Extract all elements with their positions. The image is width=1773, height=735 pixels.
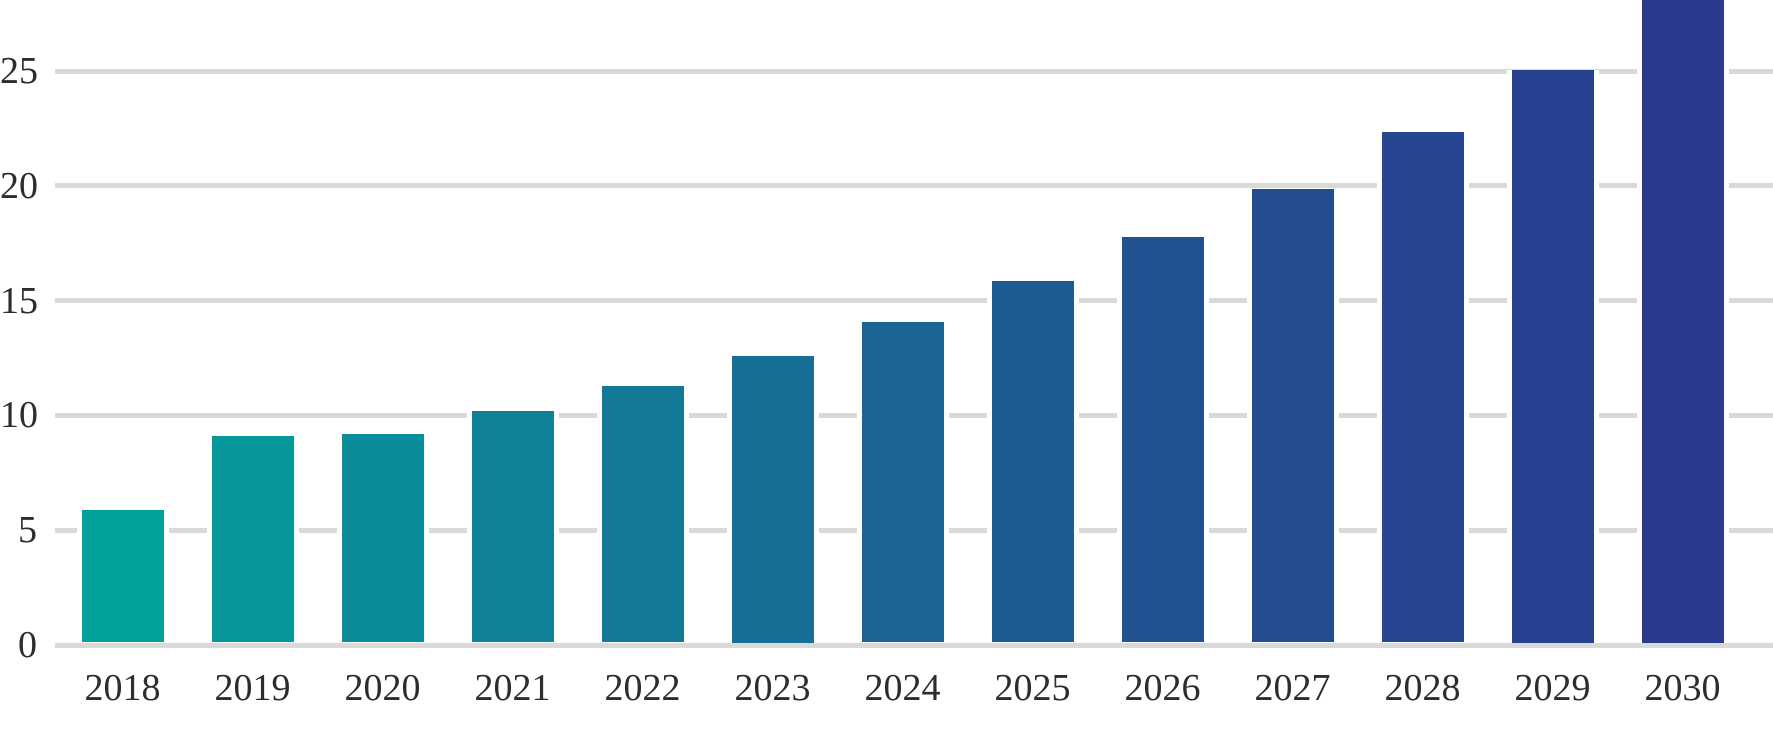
x-tick-label-2020: 2020: [344, 667, 421, 709]
x-tick-label-2028: 2028: [1384, 667, 1461, 709]
x-tick-label-2030: 2030: [1644, 667, 1721, 709]
bar-2024: [861, 321, 944, 643]
x-tick-label-2026: 2026: [1124, 667, 1201, 709]
x-tick-label-2022: 2022: [604, 667, 681, 709]
gridline-25: [55, 68, 1773, 74]
bar-2027: [1251, 189, 1334, 643]
bar-2026: [1121, 237, 1204, 643]
gridline-15: [55, 298, 1773, 304]
bar-2030: [1641, 0, 1724, 643]
bar-2029: [1511, 70, 1594, 643]
bar-2028: [1381, 131, 1464, 643]
bar-2020: [341, 434, 424, 643]
bar-2019: [211, 436, 294, 643]
bar-2018: [81, 509, 164, 643]
y-tick-label-5: 5: [18, 509, 37, 552]
y-tick-label-15: 15: [0, 279, 38, 322]
x-tick-label-2025: 2025: [994, 667, 1071, 709]
x-tick-label-2021: 2021: [474, 667, 551, 709]
x-tick-label-2024: 2024: [864, 667, 941, 709]
x-tick-label-2023: 2023: [734, 667, 811, 709]
x-tick-label-2027: 2027: [1254, 667, 1331, 709]
gridline-20: [55, 183, 1773, 189]
y-tick-label-10: 10: [0, 394, 38, 437]
bar-2021: [471, 411, 554, 643]
bar-2025: [991, 280, 1074, 643]
gridline-0: [55, 642, 1773, 648]
x-tick-label-2018: 2018: [84, 667, 161, 709]
x-tick-label-2029: 2029: [1514, 667, 1591, 709]
y-tick-label-0: 0: [18, 624, 37, 666]
y-tick-label-25: 25: [0, 50, 38, 92]
bar-2023: [731, 356, 814, 643]
x-tick-label-2019: 2019: [214, 667, 291, 709]
y-tick-label-20: 20: [0, 164, 38, 207]
bar-2022: [601, 386, 684, 643]
